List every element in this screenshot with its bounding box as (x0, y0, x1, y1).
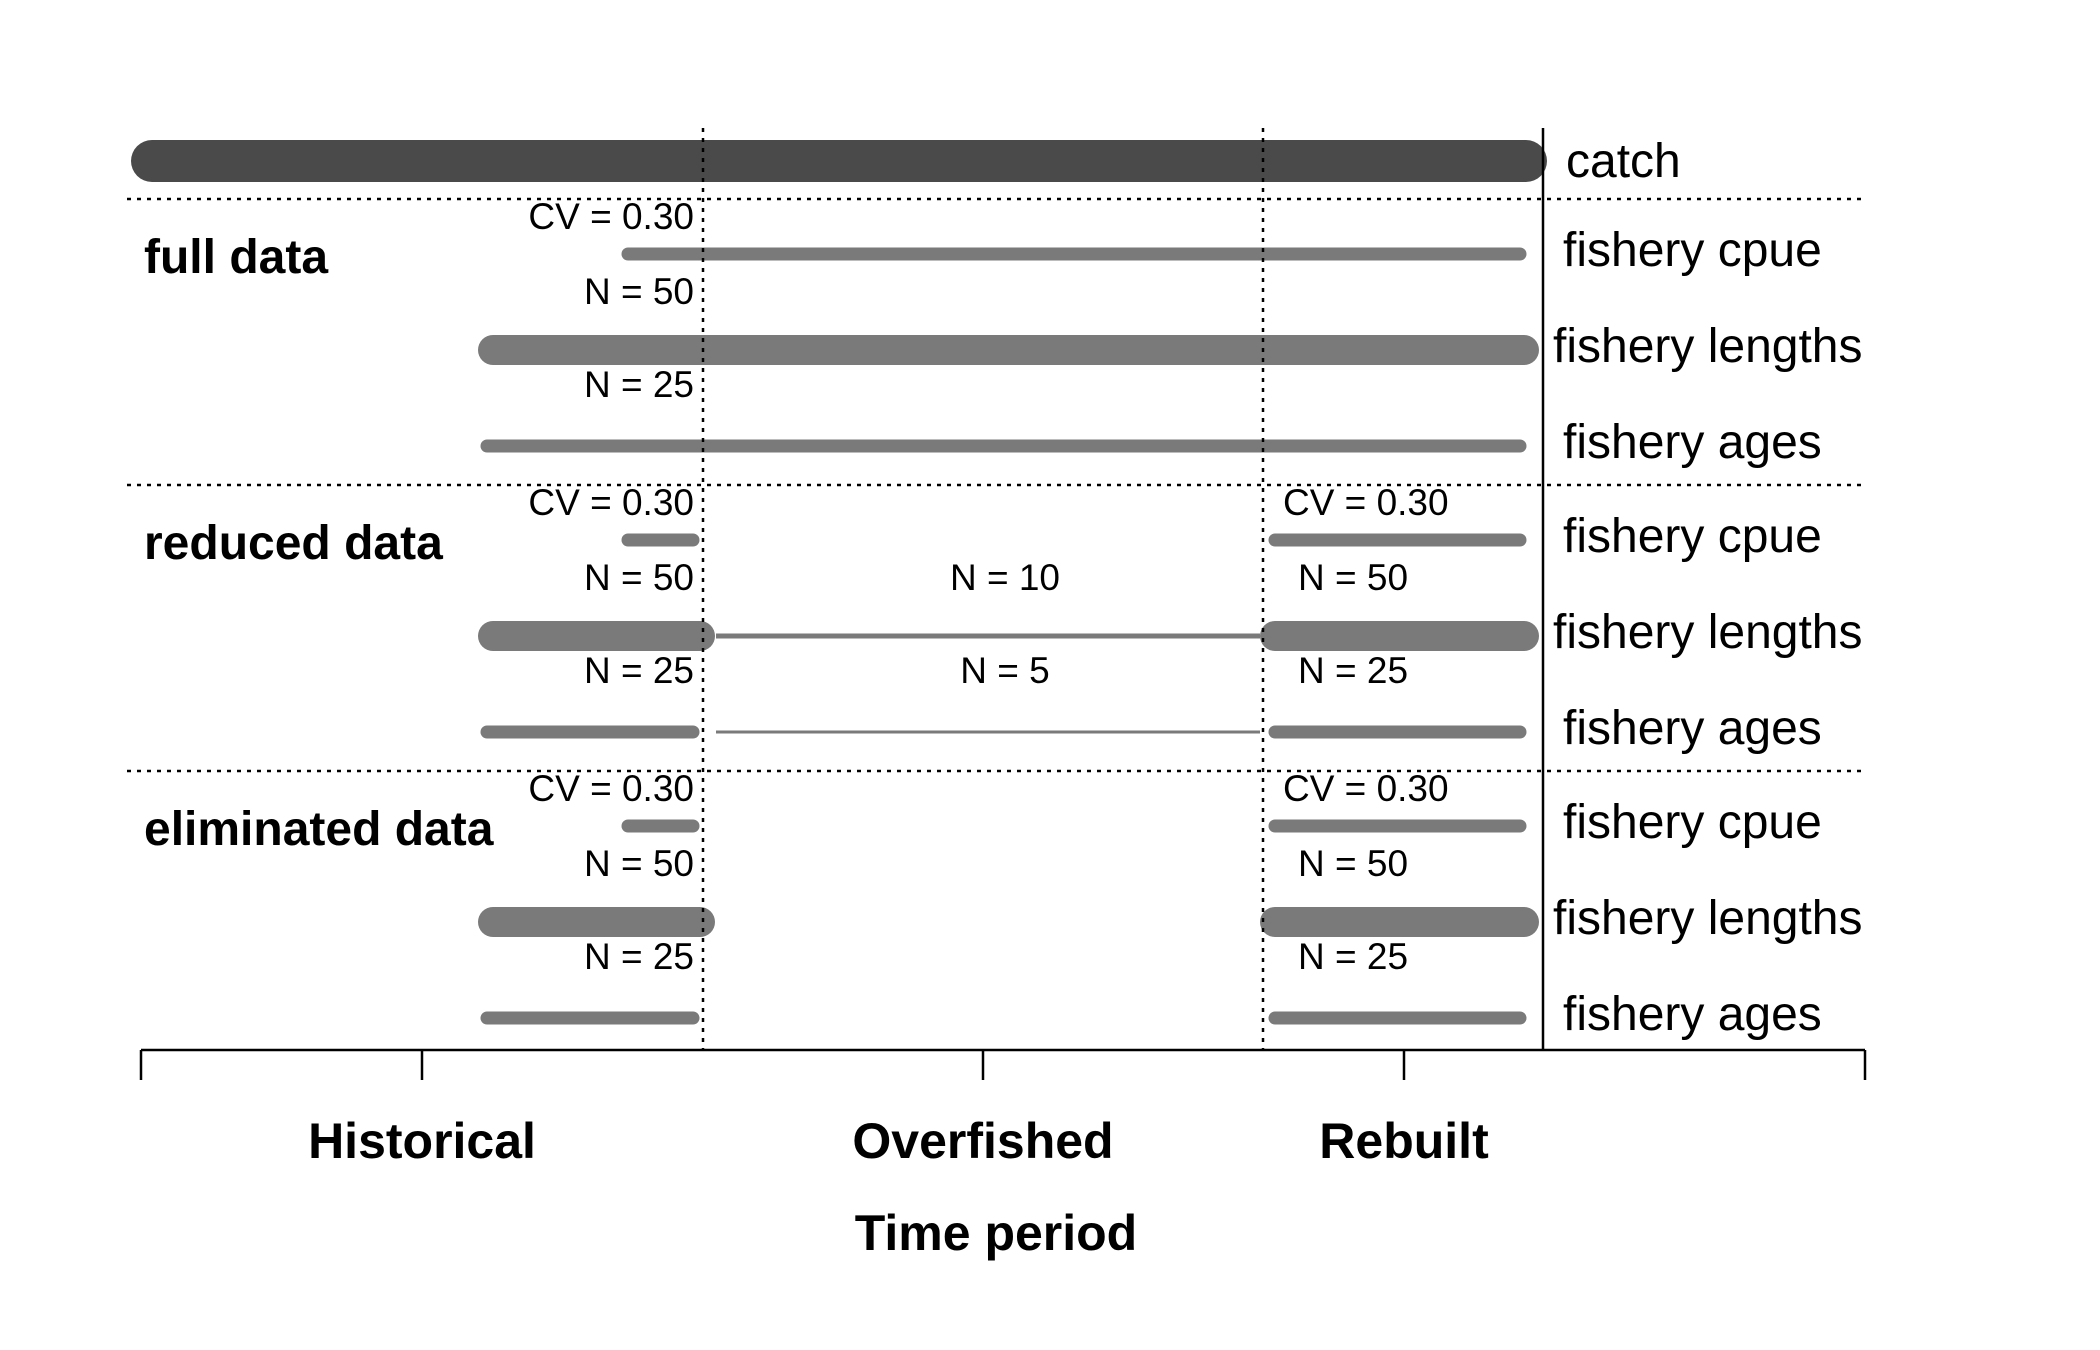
row-fishery-cpue: CV = 0.30 CV = 0.30 fishery cpue (528, 768, 1821, 849)
bar-annotation: CV = 0.30 (1283, 768, 1449, 809)
period-boundaries (701, 128, 1265, 1050)
period-label-historical: Historical (308, 1113, 536, 1169)
bar-annotation: CV = 0.30 (1283, 482, 1449, 523)
row-fishery-lengths: N = 50 fishery lengths (478, 271, 1863, 373)
row-label: fishery ages (1563, 702, 1822, 755)
scenario-rows: full data CV = 0.30 fishery cpue N = 50 fish… (144, 196, 1863, 1041)
bar-annotation: N = 25 (1298, 936, 1408, 977)
row-label: fishery ages (1563, 988, 1822, 1041)
x-axis: Historical Overfished Rebuilt Time perio… (139, 1048, 1867, 1261)
scenario-full-data: full data CV = 0.30 fishery cpue N = 50 fish… (144, 196, 1863, 469)
bar-annotation: N = 50 (584, 843, 694, 884)
row-label: fishery cpue (1563, 510, 1822, 563)
bar-annotation: N = 50 (584, 271, 694, 312)
row-label: fishery lengths (1553, 320, 1863, 373)
row-fishery-lengths: N = 50 N = 50 fishery lengths (478, 843, 1863, 945)
period-label-rebuilt: Rebuilt (1319, 1113, 1489, 1169)
row-fishery-cpue: CV = 0.30 CV = 0.30 fishery cpue (528, 482, 1821, 563)
scenario-title: full data (144, 231, 328, 284)
scenario-title: reduced data (144, 517, 443, 570)
period-label-overfished: Overfished (852, 1113, 1113, 1169)
bar-annotation: CV = 0.30 (528, 482, 694, 523)
row-fishery-ages: N = 25 fishery ages (480, 364, 1822, 469)
bar-annotation: N = 25 (584, 650, 694, 691)
row-fishery-ages: N = 25 N = 5 N = 25 fishery ages (480, 650, 1822, 755)
bar-annotation: CV = 0.30 (528, 768, 694, 809)
bar-annotation: N = 25 (1298, 650, 1408, 691)
bar-annotation: N = 25 (584, 364, 694, 405)
bar-annotation: CV = 0.30 (528, 196, 694, 237)
row-label: fishery cpue (1563, 224, 1822, 277)
row-label: fishery ages (1563, 416, 1822, 469)
bar-annotation: N = 5 (960, 650, 1049, 691)
x-axis-title: Time period (855, 1205, 1137, 1261)
catch-label: catch (1566, 135, 1681, 188)
bar-annotation: N = 10 (950, 557, 1060, 598)
bar-annotation: N = 50 (1298, 843, 1408, 884)
row-label: fishery lengths (1553, 892, 1863, 945)
bar-annotation: N = 25 (584, 936, 694, 977)
row-label: fishery cpue (1563, 796, 1822, 849)
bar-annotation: N = 50 (584, 557, 694, 598)
bar-annotation: N = 50 (1298, 557, 1408, 598)
scenario-eliminated-data: eliminated data CV = 0.30 CV = 0.30 fishery… (144, 768, 1863, 1041)
scenario-title: eliminated data (144, 803, 494, 856)
row-fishery-ages: N = 25 N = 25 fishery ages (480, 936, 1822, 1041)
scenario-reduced-data: reduced data CV = 0.30 CV = 0.30 fishery cp… (144, 482, 1863, 755)
row-label: fishery lengths (1553, 606, 1863, 659)
row-fishery-cpue: CV = 0.30 fishery cpue (528, 196, 1821, 277)
row-fishery-lengths: N = 50 N = 10 N = 50 fishery lengths (478, 557, 1863, 659)
